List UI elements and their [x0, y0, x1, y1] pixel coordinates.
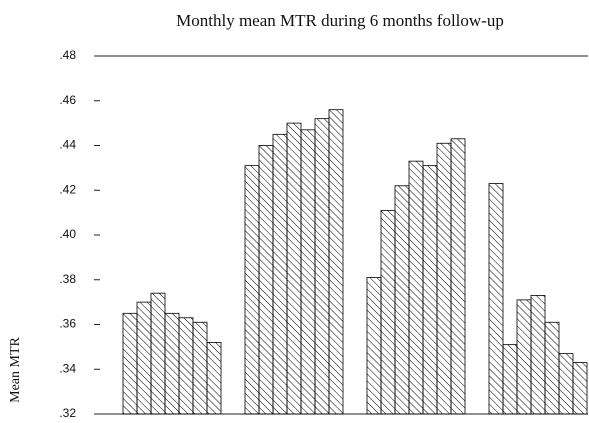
bar [244, 165, 260, 415]
bar [206, 341, 222, 415]
bar [380, 209, 396, 415]
chart-title: Monthly mean MTR during 6 months follow-… [176, 11, 504, 30]
bar [366, 277, 382, 415]
y-tick-label: .38 [59, 272, 76, 286]
y-tick-label: .42 [59, 182, 76, 196]
bar [150, 292, 166, 415]
y-tick-label: .40 [59, 227, 76, 241]
bar [488, 183, 504, 415]
y-tick-label: .32 [59, 406, 76, 420]
bar [558, 353, 574, 415]
bar [122, 312, 138, 415]
bar [286, 122, 302, 415]
bar [394, 185, 410, 415]
bar [436, 142, 452, 415]
bar [422, 165, 438, 415]
y-tick-label: .44 [59, 138, 76, 152]
y-tick-label: .48 [59, 48, 76, 62]
bar [164, 312, 180, 415]
bar [272, 133, 288, 415]
bar [192, 321, 208, 415]
bar [408, 160, 424, 415]
y-tick-label: .36 [59, 317, 76, 331]
bar [502, 344, 518, 415]
bar [300, 129, 316, 415]
y-tick-label: .46 [59, 93, 76, 107]
bar [136, 301, 152, 415]
bar [258, 145, 274, 415]
bar [572, 362, 588, 415]
bar [450, 138, 466, 415]
bar [516, 299, 532, 415]
bar [530, 295, 546, 415]
bar [314, 118, 330, 415]
bar [544, 321, 560, 415]
y-axis-label: Mean MTR [8, 336, 23, 402]
bar [178, 317, 194, 415]
y-tick-label: .34 [59, 361, 76, 375]
bar [328, 109, 344, 415]
